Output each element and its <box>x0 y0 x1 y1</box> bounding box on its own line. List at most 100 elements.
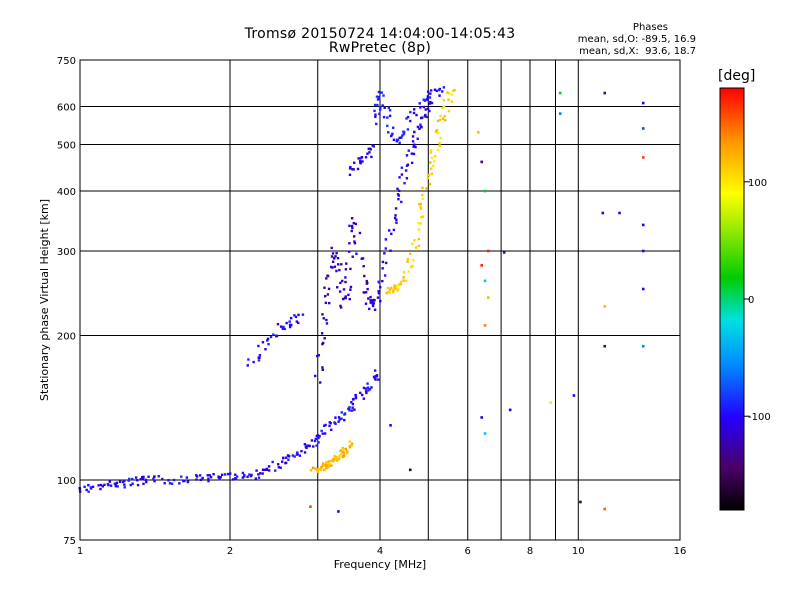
data-point <box>373 377 377 380</box>
data-point <box>157 475 160 478</box>
data-point <box>428 109 431 113</box>
data-point <box>373 308 377 311</box>
data-point <box>377 90 381 94</box>
data-point <box>294 315 298 319</box>
data-point <box>366 386 370 389</box>
data-point <box>352 221 356 225</box>
data-point <box>367 389 370 392</box>
data-point <box>359 157 362 160</box>
data-point <box>480 160 484 164</box>
data-point <box>314 467 318 470</box>
data-point <box>439 114 442 118</box>
data-point <box>384 238 388 241</box>
data-point <box>603 344 607 348</box>
data-point <box>195 478 198 481</box>
data-point <box>218 477 221 481</box>
data-point <box>281 327 284 330</box>
data-point <box>330 459 333 462</box>
y-axis-label: Stationary phase Virtual Height [km] <box>38 199 51 401</box>
data-point <box>279 325 283 328</box>
data-point <box>429 161 432 164</box>
data-point <box>201 476 204 480</box>
data-point <box>425 187 428 190</box>
data-point <box>362 386 366 390</box>
data-point <box>436 119 440 122</box>
data-point <box>377 280 380 284</box>
data-point <box>103 483 106 487</box>
data-point <box>101 485 105 488</box>
data-point <box>134 476 138 479</box>
data-point <box>338 290 342 293</box>
data-point <box>381 104 384 107</box>
data-point <box>502 251 506 254</box>
data-point <box>483 279 487 283</box>
data-point <box>295 320 299 323</box>
data-point <box>114 482 118 485</box>
data-point <box>429 92 432 95</box>
data-point <box>353 240 356 243</box>
data-point <box>641 223 645 227</box>
data-point <box>360 393 364 397</box>
grid-lines <box>80 60 680 540</box>
data-point <box>603 91 607 95</box>
data-point <box>168 482 172 485</box>
data-point <box>453 88 456 92</box>
data-point <box>371 304 375 308</box>
data-point <box>364 156 368 159</box>
data-point <box>396 284 399 288</box>
data-point <box>321 313 324 316</box>
data-point <box>338 418 341 421</box>
data-point <box>347 293 350 297</box>
data-point <box>405 117 408 120</box>
data-point <box>311 466 315 470</box>
data-point <box>167 479 170 482</box>
data-point <box>395 218 398 222</box>
data-point <box>483 432 487 435</box>
data-point <box>261 472 264 475</box>
data-point <box>323 424 326 427</box>
data-point <box>350 217 354 220</box>
data-point <box>267 342 270 346</box>
data-point <box>386 124 389 128</box>
data-point <box>379 106 382 109</box>
x-tick-label: 8 <box>527 546 533 557</box>
data-point <box>450 93 454 96</box>
data-point <box>429 100 432 104</box>
data-point <box>384 261 388 265</box>
data-point <box>379 285 382 289</box>
data-point <box>365 279 368 283</box>
data-point <box>243 473 246 477</box>
data-point <box>123 486 126 489</box>
data-point <box>390 286 393 290</box>
data-point <box>395 221 398 224</box>
data-point <box>285 456 288 459</box>
data-point <box>121 480 125 484</box>
data-point <box>410 152 414 155</box>
data-point <box>344 296 347 300</box>
data-point <box>429 167 433 170</box>
data-point <box>430 156 434 160</box>
data-point <box>300 449 303 453</box>
data-point <box>297 313 300 317</box>
data-point <box>186 480 190 484</box>
data-point <box>295 453 299 456</box>
data-point <box>234 478 238 481</box>
data-point <box>448 92 451 95</box>
data-point <box>375 122 378 126</box>
data-point <box>370 386 373 389</box>
data-point <box>381 260 385 264</box>
data-point <box>441 106 444 109</box>
data-point <box>572 394 576 397</box>
data-point <box>383 106 386 109</box>
data-point <box>325 318 328 322</box>
data-point <box>408 468 412 472</box>
data-point <box>441 90 444 93</box>
data-point <box>325 466 328 470</box>
data-point <box>443 119 447 122</box>
data-point <box>413 239 416 242</box>
data-point <box>409 252 412 256</box>
data-point <box>359 391 362 395</box>
data-point <box>316 434 320 437</box>
data-point <box>412 111 416 115</box>
data-point <box>329 421 332 425</box>
